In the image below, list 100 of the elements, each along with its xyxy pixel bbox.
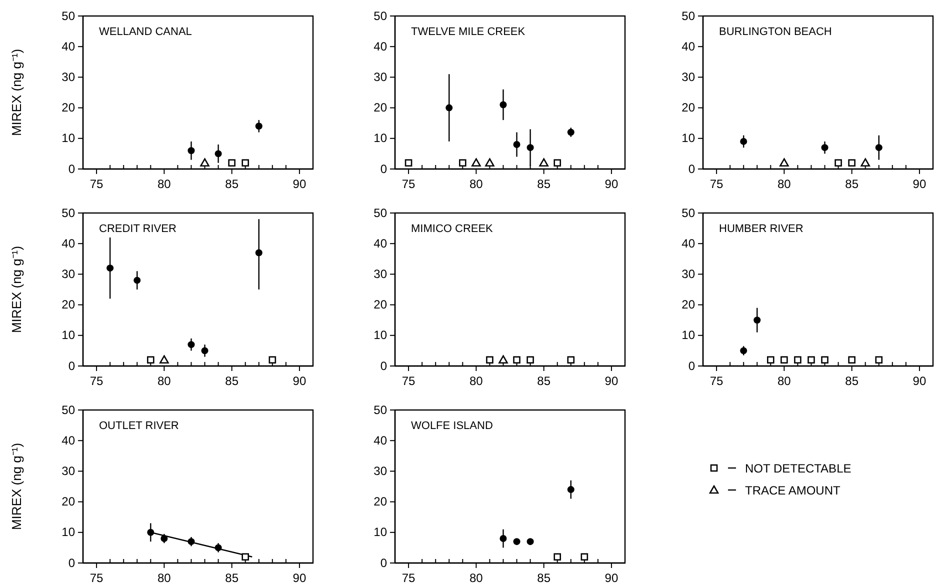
- x-tick-label: 85: [537, 374, 551, 388]
- y-tick-label: 20: [374, 298, 388, 312]
- point: [580, 553, 588, 561]
- x-tick-label: 90: [604, 176, 618, 191]
- point: [740, 347, 748, 354]
- point: [160, 355, 169, 364]
- point: [513, 141, 520, 148]
- point: [513, 538, 520, 546]
- x-tick-label: 80: [777, 176, 792, 191]
- x-tick-label: 90: [292, 570, 306, 585]
- x-tick-label: 90: [604, 570, 618, 585]
- y-tick-label: 10: [374, 328, 388, 342]
- point: [754, 316, 761, 324]
- x-tick-label: 90: [912, 176, 926, 191]
- x-tick-label: 85: [537, 570, 551, 585]
- y-tick-label: 0: [380, 162, 388, 176]
- y-tick-label: 30: [374, 70, 388, 84]
- y-tick-label: 30: [62, 267, 76, 282]
- point: [860, 158, 870, 167]
- y-tick-label: 0: [688, 162, 696, 176]
- point: [404, 159, 412, 167]
- y-tick-label: 20: [682, 298, 696, 312]
- y-tick-label: 20: [682, 100, 696, 115]
- x-tick-label: 80: [469, 570, 484, 585]
- point: [458, 159, 466, 167]
- y-axis-title: MIREX (ng g⁻¹): [9, 442, 24, 530]
- y-tick-label: 10: [374, 525, 388, 540]
- x-tick-label: 85: [225, 176, 239, 191]
- y-tick-label: 40: [62, 236, 76, 250]
- legend-label: NOT DETECTABLE: [745, 462, 852, 476]
- point: [848, 356, 856, 364]
- point: [200, 158, 210, 167]
- point: [242, 553, 250, 561]
- text: TWELVE MILE CREEK: [411, 26, 526, 38]
- x-tick-label: 85: [845, 176, 859, 191]
- x-tick-label: 75: [402, 374, 416, 388]
- point: [526, 144, 534, 152]
- x-tick-label: 80: [157, 570, 172, 585]
- point: [554, 159, 562, 167]
- y-tick-label: 10: [682, 131, 696, 146]
- point: [740, 138, 748, 145]
- text: WELLAND CANAL: [99, 26, 192, 38]
- y-tick-label: 0: [68, 358, 76, 373]
- y-tick-label: 0: [688, 358, 696, 373]
- point: [567, 486, 574, 494]
- point: [794, 356, 802, 364]
- text: BURLINGTON BEACH: [719, 26, 832, 38]
- y-tick-label: 0: [380, 358, 388, 373]
- y-axis-title: MIREX (ng g⁻¹): [9, 246, 24, 334]
- y-tick-label: 10: [682, 328, 696, 342]
- y-tick-label: 30: [682, 70, 696, 84]
- x-tick-label: 75: [402, 176, 416, 191]
- y-tick-label: 40: [374, 433, 388, 448]
- y-tick-label: 30: [62, 70, 76, 84]
- point: [808, 356, 815, 364]
- y-tick-label: 10: [62, 328, 76, 342]
- x-tick-label: 85: [845, 374, 859, 388]
- y-tick-label: 20: [374, 100, 388, 115]
- point: [188, 341, 195, 348]
- x-tick-label: 75: [402, 570, 416, 585]
- y-tick-label: 50: [374, 206, 388, 220]
- x-tick-label: 80: [157, 176, 172, 191]
- point: [567, 128, 574, 136]
- point: [268, 356, 276, 364]
- y-tick-label: 10: [374, 131, 388, 146]
- x-tick-label: 80: [469, 374, 484, 388]
- y-tick-label: 50: [682, 8, 696, 23]
- y-tick-label: 50: [62, 206, 76, 220]
- y-tick-label: 50: [682, 206, 696, 220]
- y-tick-label: 50: [374, 8, 388, 23]
- x-tick-label: 90: [912, 374, 926, 388]
- y-tick-label: 40: [62, 39, 76, 54]
- x-tick-label: 85: [225, 570, 239, 585]
- y-tick-label: 0: [68, 556, 76, 570]
- point: [821, 144, 828, 152]
- point: [780, 356, 788, 364]
- point: [255, 122, 262, 130]
- y-tick-label: 10: [62, 525, 76, 540]
- y-tick-label: 40: [374, 39, 388, 54]
- y-tick-label: 20: [62, 100, 76, 115]
- point: [188, 538, 195, 546]
- point: [160, 535, 168, 542]
- x-tick-label: 75: [90, 570, 104, 585]
- y-tick-label: 20: [62, 298, 76, 312]
- y-tick-label: 40: [682, 39, 696, 54]
- y-tick-label: 30: [374, 267, 388, 282]
- point: [472, 158, 481, 167]
- point: [106, 264, 114, 272]
- x-tick-label: 90: [292, 374, 306, 388]
- point: [485, 158, 494, 167]
- y-tick-label: 40: [374, 236, 388, 250]
- point: [500, 101, 507, 108]
- text: CREDIT RIVER: [99, 223, 176, 235]
- point: [242, 159, 250, 167]
- point: [214, 150, 222, 158]
- y-tick-label: 30: [682, 267, 696, 282]
- text: HUMBER RIVER: [719, 223, 804, 235]
- point: [228, 159, 236, 167]
- point: [539, 158, 548, 167]
- y-tick-label: 40: [62, 433, 76, 448]
